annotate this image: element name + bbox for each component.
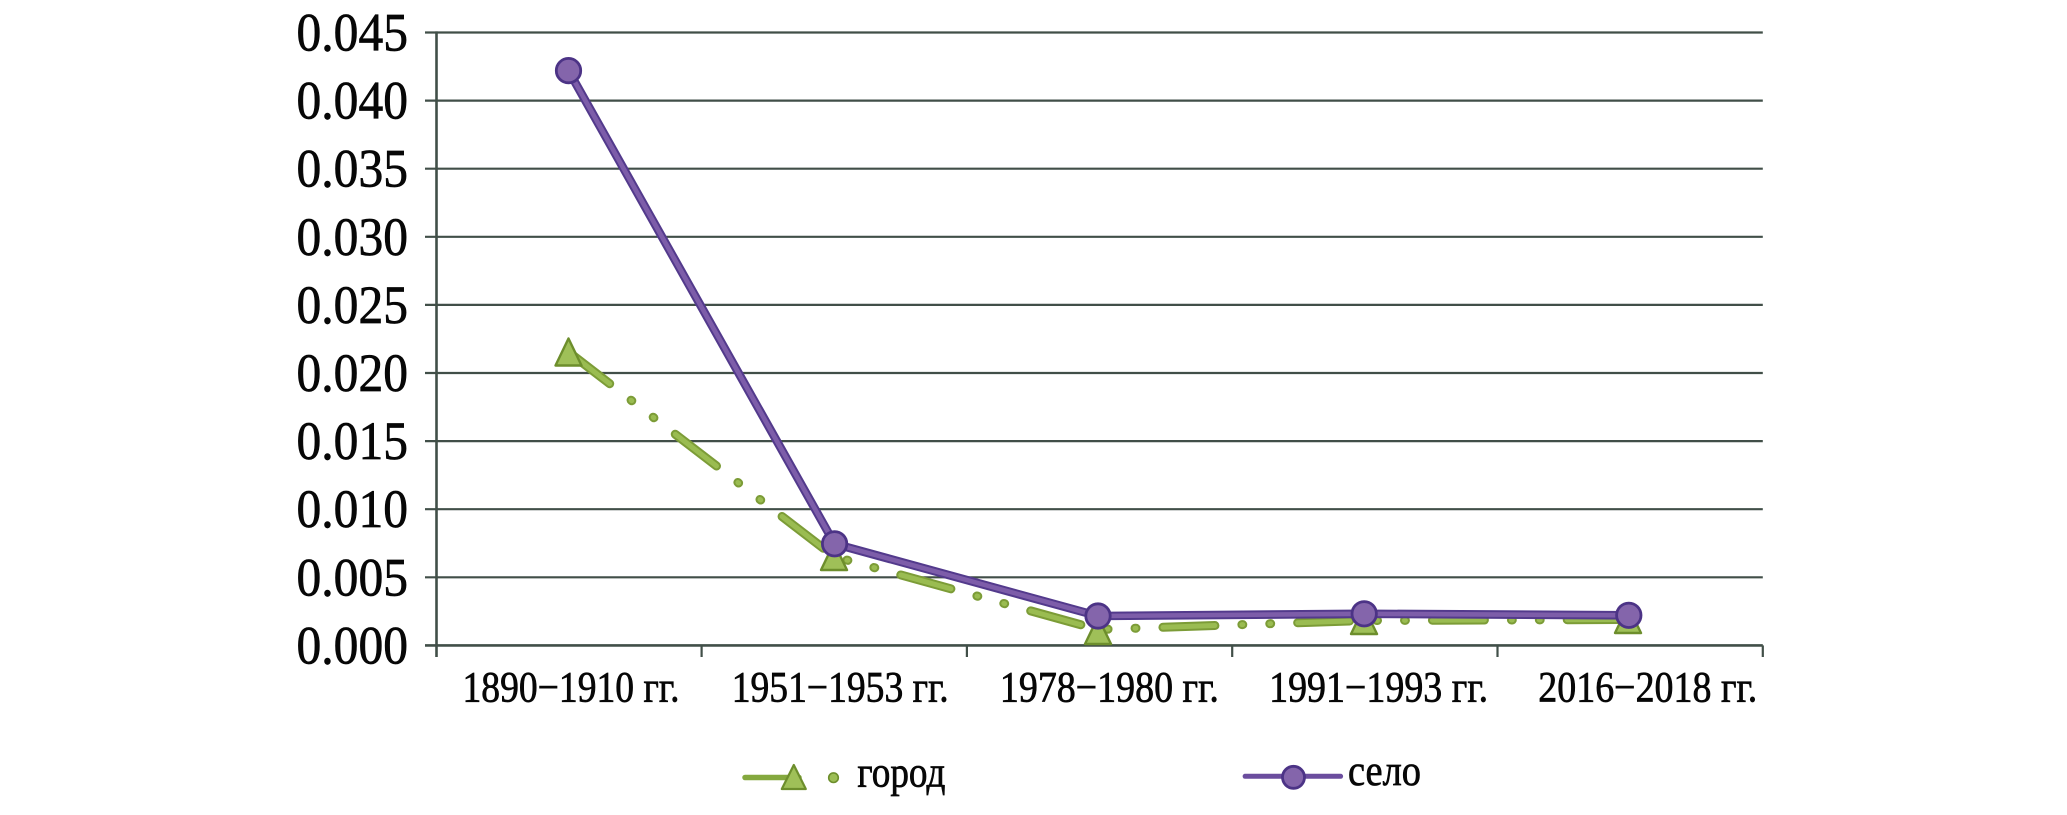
svg-text:0.035: 0.035 — [297, 139, 409, 199]
svg-text:село: село — [1348, 748, 1421, 795]
svg-text:0.020: 0.020 — [297, 343, 409, 403]
svg-text:город: город — [857, 750, 945, 797]
svg-text:2016−2018 гг.: 2016−2018 гг. — [1538, 665, 1757, 712]
svg-text:1991−1993 гг.: 1991−1993 гг. — [1269, 665, 1488, 712]
svg-text:0.040: 0.040 — [297, 71, 409, 131]
svg-text:0.005: 0.005 — [297, 547, 409, 607]
svg-text:1978−1980 гг.: 1978−1980 гг. — [1000, 665, 1219, 712]
svg-text:1890−1910 гг.: 1890−1910 гг. — [463, 665, 680, 712]
svg-text:0.015: 0.015 — [297, 411, 409, 471]
svg-text:0.000: 0.000 — [297, 615, 409, 675]
svg-text:0.030: 0.030 — [297, 207, 409, 267]
svg-text:1951−1953 гг.: 1951−1953 гг. — [732, 665, 949, 712]
svg-text:0.010: 0.010 — [297, 479, 409, 539]
svg-text:0.045: 0.045 — [297, 3, 409, 63]
svg-text:0.025: 0.025 — [297, 275, 409, 335]
